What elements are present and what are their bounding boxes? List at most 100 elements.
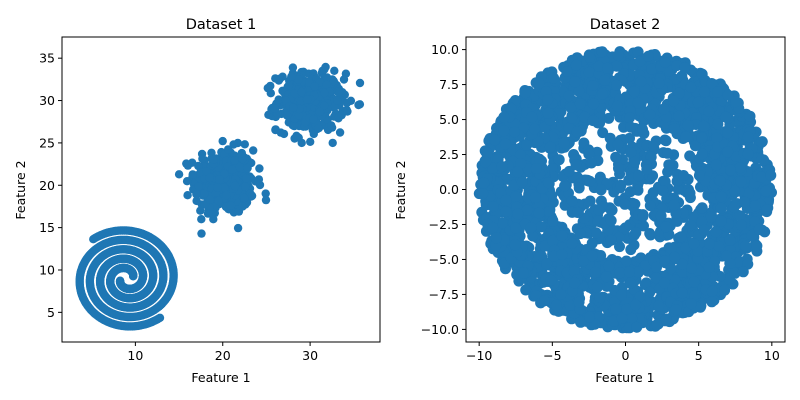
data-point <box>566 195 578 207</box>
data-point <box>559 180 571 192</box>
y-tick-label: −7.5 <box>429 287 459 302</box>
data-point <box>668 199 680 211</box>
data-point <box>720 111 732 123</box>
data-point <box>542 94 554 106</box>
data-point <box>719 284 731 296</box>
data-point <box>644 109 656 121</box>
data-point <box>355 78 365 88</box>
x-tick-label: 0 <box>622 348 630 363</box>
y-axis-label-dataset-2: Feature 2 <box>393 160 408 219</box>
data-point <box>330 66 339 76</box>
data-point <box>619 198 631 210</box>
data-point <box>228 165 237 174</box>
x-tick-label: 20 <box>215 348 231 363</box>
data-point <box>529 192 541 203</box>
data-point <box>712 86 723 98</box>
data-point <box>242 174 251 183</box>
data-point <box>728 202 740 213</box>
data-point <box>570 59 582 71</box>
data-point <box>574 228 586 240</box>
data-point <box>625 121 637 133</box>
data-point <box>637 123 648 135</box>
data-point <box>279 129 289 139</box>
data-point <box>588 98 600 110</box>
data-point <box>734 162 746 174</box>
data-point <box>213 183 222 192</box>
data-point <box>669 123 681 135</box>
data-point <box>205 173 214 183</box>
data-point <box>334 88 344 97</box>
data-point <box>247 191 257 200</box>
data-point <box>302 95 312 104</box>
chart-title-dataset-2: Dataset 2 <box>590 17 661 33</box>
data-point <box>255 164 264 173</box>
data-point <box>642 50 654 62</box>
data-point <box>240 140 249 149</box>
data-point <box>569 76 581 88</box>
data-point <box>294 75 303 84</box>
data-point <box>583 66 595 78</box>
data-point <box>673 110 685 122</box>
data-point <box>629 156 641 168</box>
data-point <box>274 76 283 85</box>
data-point <box>342 98 352 108</box>
data-point <box>490 232 502 244</box>
data-point <box>500 138 511 150</box>
data-point <box>478 177 490 189</box>
x-axis-label-dataset-1: Feature 1 <box>191 370 250 385</box>
data-point <box>655 210 667 222</box>
data-point <box>89 235 98 244</box>
data-point <box>680 131 692 143</box>
data-point <box>544 141 556 153</box>
data-point <box>320 88 329 98</box>
data-point <box>533 153 545 165</box>
data-point <box>294 133 303 142</box>
data-point <box>526 111 538 123</box>
data-point <box>230 181 240 191</box>
data-point <box>632 97 644 109</box>
data-point <box>270 104 279 113</box>
data-point <box>584 51 596 63</box>
y-tick-label: 5.0 <box>439 112 459 127</box>
data-point <box>624 186 636 198</box>
data-point <box>644 228 656 239</box>
data-point <box>761 204 773 216</box>
data-point <box>685 81 697 93</box>
data-point <box>498 125 510 137</box>
data-point <box>196 206 205 215</box>
data-point <box>556 249 568 260</box>
data-point <box>519 87 531 99</box>
data-point <box>685 298 697 310</box>
data-point <box>735 219 747 231</box>
data-point <box>565 102 577 114</box>
data-point <box>498 111 510 123</box>
data-point <box>509 239 521 251</box>
y-tick-label: 2.5 <box>439 147 459 162</box>
data-point <box>610 151 622 163</box>
chart-dataset-1: 10 20 30 5 10 15 20 25 30 35 Dataset 1 Feature 1… <box>13 17 381 385</box>
data-point <box>703 261 715 273</box>
x-tick-label: −10 <box>466 348 492 363</box>
data-point <box>205 195 215 204</box>
x-tick-label: 30 <box>302 348 318 363</box>
y-tick-label: 5 <box>47 305 55 320</box>
data-point <box>742 131 754 143</box>
data-point <box>657 185 669 197</box>
y-tick-label: −5.0 <box>429 252 459 267</box>
data-point <box>516 176 528 188</box>
data-point <box>237 148 246 158</box>
data-point <box>480 156 492 168</box>
data-point <box>665 263 677 275</box>
data-point <box>563 90 575 102</box>
data-point <box>223 145 233 154</box>
data-point <box>611 100 623 112</box>
data-point <box>251 177 260 186</box>
data-point <box>710 226 722 238</box>
data-point <box>566 237 578 249</box>
data-point <box>188 158 197 167</box>
data-point <box>182 177 192 186</box>
data-point <box>584 175 596 187</box>
data-point <box>200 189 209 198</box>
data-point <box>574 98 586 110</box>
data-point <box>693 170 705 181</box>
